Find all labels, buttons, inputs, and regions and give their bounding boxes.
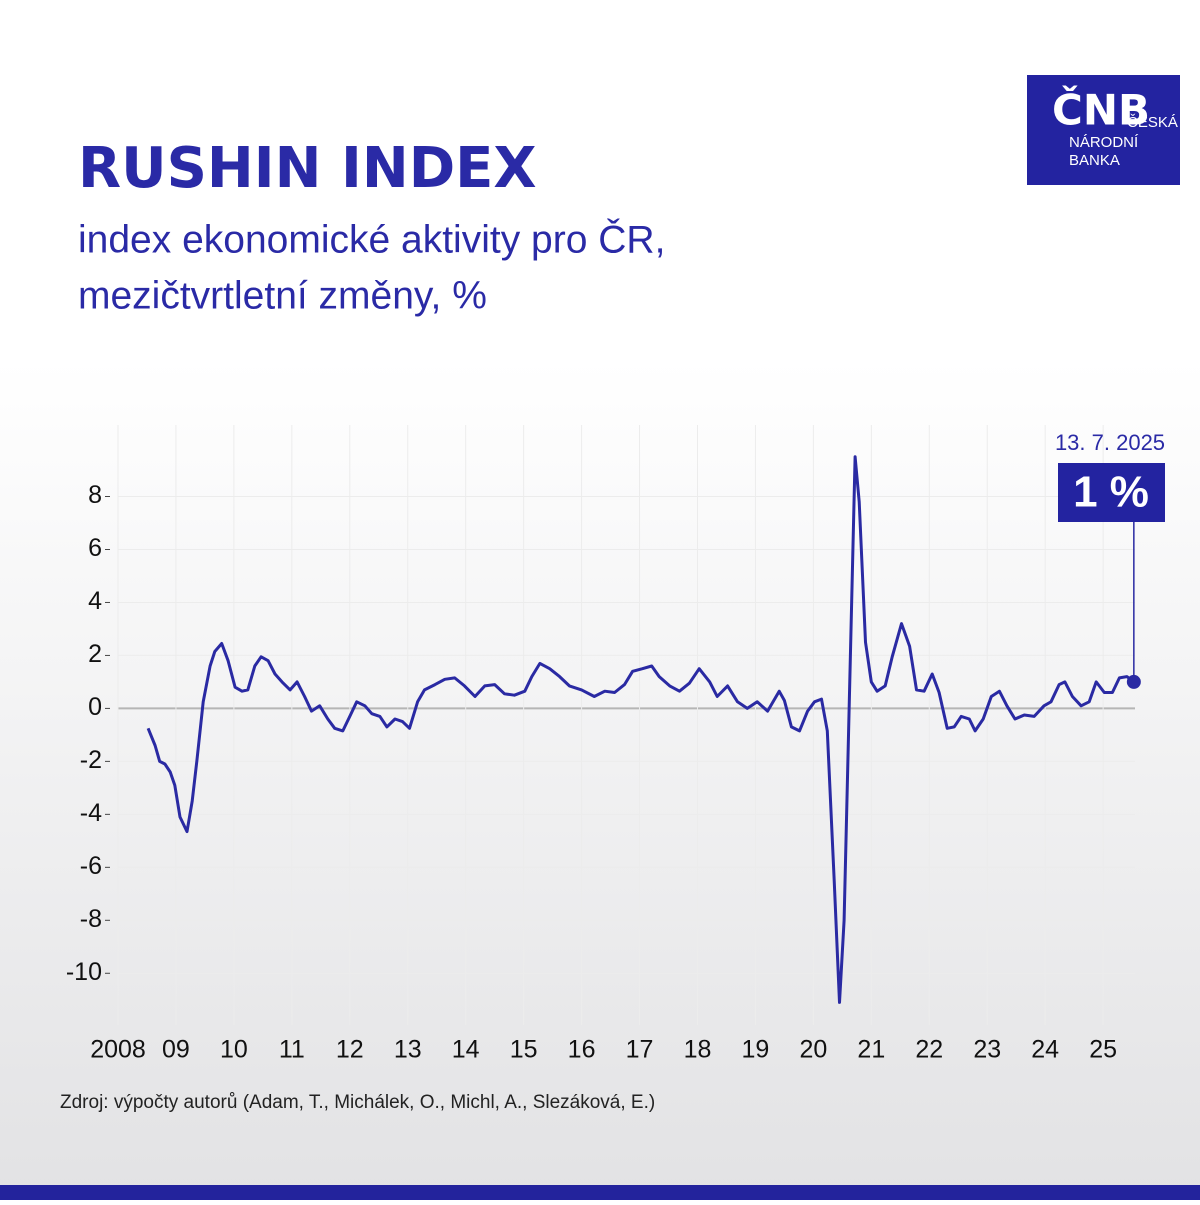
x-tick-label: 13 — [394, 1036, 422, 1064]
last-point — [1126, 674, 1141, 689]
x-tick-label: 16 — [568, 1036, 596, 1064]
logo-mark: ČNB — [1052, 85, 1150, 135]
x-tick-label: 18 — [684, 1036, 712, 1064]
x-tick-label: 10 — [220, 1036, 248, 1064]
x-tick-label: 12 — [336, 1036, 364, 1064]
plot: 1 % 13. 7. 2025 — [146, 430, 1165, 1004]
x-tick-label: 15 — [510, 1036, 538, 1064]
y-tick-label: 4 — [88, 587, 102, 615]
x-tick-label: 25 — [1089, 1036, 1117, 1064]
chart-subtitle: index ekonomické aktivity pro ČR, — [78, 217, 665, 261]
logo-line: BANKA — [1069, 152, 1120, 169]
logo-line: ČESKÁ — [1127, 114, 1178, 131]
bottom-band — [0, 1185, 1200, 1200]
y-tick-label: 6 — [88, 534, 102, 562]
x-tick-label: 20 — [799, 1036, 827, 1064]
x-tick-label: 11 — [279, 1036, 305, 1064]
y-tick-label: 0 — [88, 693, 102, 721]
y-tick-label: -6 — [80, 852, 102, 880]
chart-title: RUSHIN INDEX — [78, 136, 537, 201]
x-tick-label: 21 — [857, 1036, 885, 1064]
logo-line: NÁRODNÍ — [1069, 134, 1139, 151]
annotation-label: 1 % — [1073, 468, 1149, 517]
x-tick-label: 17 — [626, 1036, 654, 1064]
y-tick-label: 8 — [88, 481, 102, 509]
annotation-date: 13. 7. 2025 — [1055, 430, 1165, 455]
line — [146, 455, 1135, 1004]
x-tick-label: 14 — [452, 1036, 480, 1064]
y-tick-label: -10 — [66, 958, 102, 986]
x-tick-label: 09 — [162, 1036, 190, 1064]
y-tick-label: 2 — [88, 640, 102, 668]
chart-subtitle: mezičtvrtletní změny, % — [78, 274, 487, 317]
y-tick-label: -2 — [80, 746, 102, 774]
y-tick-label: -4 — [80, 799, 102, 827]
x-tick-label: 19 — [742, 1036, 770, 1064]
source: Zdroj: výpočty autorů (Adam, T., Michále… — [60, 1092, 655, 1113]
x-tick-label: 24 — [1031, 1036, 1059, 1064]
x-tick-label: 23 — [973, 1036, 1001, 1064]
y-tick-label: -8 — [80, 905, 102, 933]
x-tick-label: 22 — [915, 1036, 943, 1064]
x-tick-label: 2008 — [90, 1036, 146, 1064]
annotation-box — [1058, 463, 1165, 522]
logo — [1027, 75, 1180, 185]
